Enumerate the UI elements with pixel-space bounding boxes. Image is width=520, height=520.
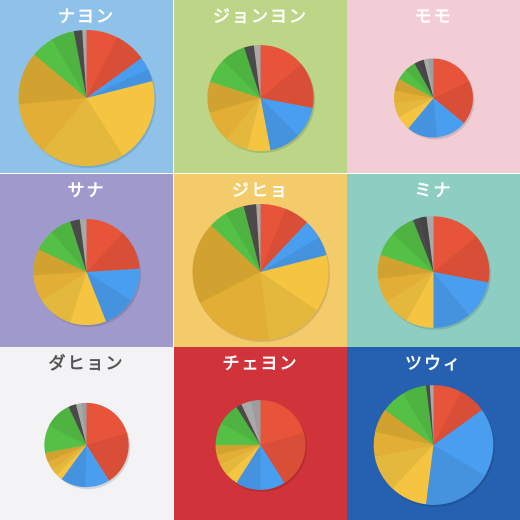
pie-slice [79,218,87,272]
pie-slice-facet [61,445,87,488]
pie-slice-facet [48,406,87,445]
chart-title: ミナ [414,181,453,201]
pie-slice [236,404,261,445]
pie-slice [70,219,87,272]
pie-slice-facet [41,272,87,323]
pie-slice-facet [433,81,473,124]
pie-slice-facet [45,445,87,462]
pie-slice [253,44,261,98]
chart-title: モモ [414,7,453,27]
pie-chart [373,385,495,507]
pie-slice-facet [192,225,261,303]
pie-slice-facet [394,78,434,98]
pie-slice-facet [18,54,87,105]
pie-slice-facet [219,445,261,475]
pie-slice-facet [222,47,261,98]
pie-slice-facet [260,64,314,108]
pie-slice-facet [236,445,261,490]
pie-chart [18,30,156,168]
pie-slice-facet [408,98,438,138]
pie-chart [394,58,475,140]
chart-title: チェヨン [222,354,299,374]
chart-cell: ミナ [347,174,520,347]
pie-slice-facet [433,236,490,283]
pie-slice-facet [226,98,261,150]
chart-title: ジヒョ [232,181,289,201]
pie-chart [377,216,491,330]
pie-slice-facet [86,233,140,272]
pie-slice-facet [33,249,87,276]
pie-slice [256,204,261,272]
pie-slice [82,30,87,98]
pie-slice-facet [374,445,434,489]
pie-slice-facet [225,206,261,272]
pie-slice [244,45,261,98]
chart-cell: ナヨン [0,0,173,173]
pie-slice [426,216,434,272]
pie-slice-facet [426,445,486,505]
pie-slice-facet [260,272,317,340]
pie-slice [412,216,434,272]
pie-slice-facet [250,400,261,445]
pie-slice-facet [392,220,434,272]
chart-title: ツウィ [405,354,462,374]
chart-title: ダヒョン [48,354,125,374]
pie-slice-facet [403,385,434,445]
chart-cell: ダヒョン [0,347,173,520]
pie-slice [73,30,87,98]
pie-chart [215,400,307,492]
pie-slice [426,385,434,445]
chart-cell: チェヨン [174,347,347,520]
pie-slice [68,404,87,445]
chart-title: ナヨン [58,7,115,27]
pie-slice [429,385,434,445]
pie-slice-facet [260,98,299,151]
pie-slice-facet [86,69,153,98]
pie-slice-facet [86,433,129,481]
pie-slice [210,206,261,272]
pie-slice-facet [419,216,434,272]
pie-slice [219,445,261,483]
pie-slice-facet [207,81,261,113]
pie-slice-facet [386,272,434,321]
pie-slice-facet [86,37,142,98]
pie-slice-facet [394,98,434,118]
pie-slice-facet [260,237,327,272]
pie-slice-facet [375,409,434,445]
chart-cell: ジョンヨン [174,0,347,173]
chart-cell: サナ [0,174,173,347]
pie-chart [33,218,142,328]
pie-slice-facet [51,221,87,272]
pie-slice-facet [418,59,434,98]
pie-slice [414,59,434,98]
pie-slice-facet [215,445,261,455]
pie-slice-facet [86,272,132,322]
chart-cell: モモ [347,0,520,173]
pie-chart [192,204,330,342]
pie-slice-facet [260,432,306,483]
pie-chart [44,402,131,490]
pie-slice-facet [81,402,87,445]
pie-slice-facet [260,208,308,272]
pie-chart [207,44,316,154]
pie-slice-facet [43,98,123,166]
pie-slice-facet [405,63,434,98]
pie-slice-facet [51,31,87,98]
chart-cell: ジヒョ [174,174,347,347]
pie-slice-facet [221,407,261,445]
pie-slice-facet [52,445,87,475]
chart-title: サナ [67,181,106,201]
pie-slice-facet [433,391,482,445]
pie-slice [243,204,261,272]
pie-slice-facet [428,58,434,98]
pie-slice-facet [377,254,434,279]
pie-slice-facet [433,272,470,328]
pie-slice [86,58,153,98]
pie-slice [38,221,87,272]
chart-title: ジョンヨン [213,7,308,27]
chart-cell: ツウィ [347,347,520,520]
pie-slice [260,222,327,272]
